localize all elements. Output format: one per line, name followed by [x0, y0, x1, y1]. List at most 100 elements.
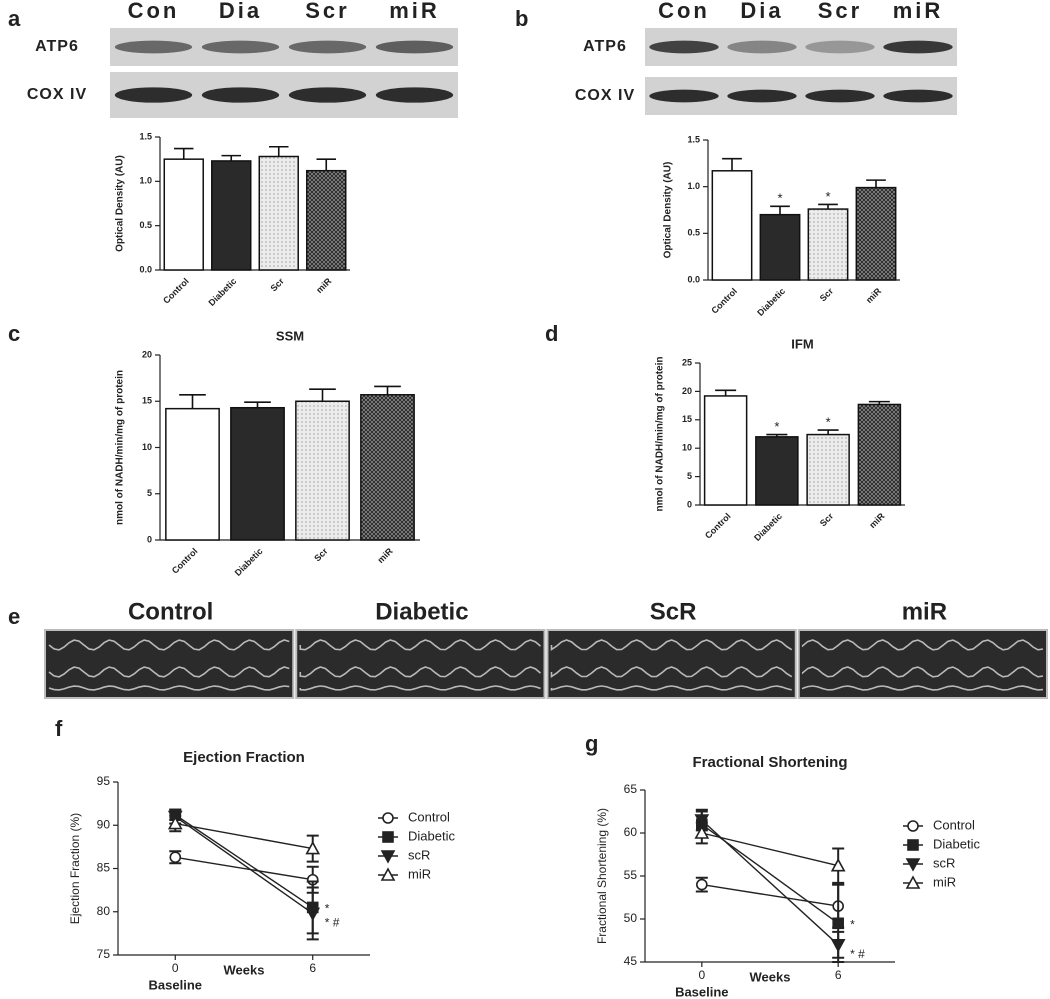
bar — [258, 155, 299, 271]
blot-band — [375, 87, 454, 103]
significance-mark: * — [825, 189, 830, 204]
y-tick-label: 80 — [97, 904, 111, 918]
significance-mark: * — [325, 902, 330, 916]
x-tick-label: Control — [170, 546, 200, 576]
significance-mark: * — [777, 191, 782, 206]
blot-band — [805, 89, 875, 103]
echo-trace — [801, 666, 1044, 678]
legend-label: miR — [933, 874, 956, 889]
y-tick-label: 25 — [682, 357, 692, 367]
panel-label: a — [8, 6, 21, 31]
y-tick-label: 1.5 — [139, 131, 152, 141]
series-line — [174, 814, 314, 909]
data-point — [169, 851, 182, 864]
significance-mark: * — [774, 419, 779, 434]
series-line — [175, 856, 313, 881]
x-tick-label: 6 — [309, 961, 316, 975]
echo-label: ScR — [650, 598, 697, 625]
legend-label: scR — [933, 855, 955, 870]
error-bar — [817, 429, 839, 435]
echo-label: Diabetic — [375, 598, 468, 625]
significance-mark: * — [826, 414, 831, 429]
x-tick-label: Scr — [269, 276, 287, 294]
x-tick-label: Diabetic — [233, 546, 265, 578]
error-bar — [374, 385, 401, 395]
y-axis-label: nmol of NADH/min/mg of protein — [115, 370, 126, 525]
row-label: COX IV — [575, 87, 635, 104]
blot-band — [201, 40, 280, 54]
y-tick-label: 15 — [142, 396, 152, 406]
series-line — [701, 819, 839, 946]
lane-label: Dia — [740, 0, 783, 23]
echo-trace — [550, 666, 793, 679]
y-tick-label: 10 — [682, 443, 692, 453]
y-tick-label: 10 — [142, 442, 152, 452]
y-tick-label: 60 — [624, 825, 638, 839]
panel-label: b — [515, 6, 528, 31]
blot-band — [883, 89, 953, 103]
blot-band — [114, 40, 193, 54]
row-label: ATP6 — [583, 38, 627, 55]
data-point — [830, 939, 846, 953]
legend-marker — [905, 875, 921, 889]
echo-trace — [299, 666, 542, 678]
lane-label: miR — [389, 0, 440, 23]
blot-band — [727, 40, 797, 54]
legend-marker — [380, 850, 396, 864]
y-axis-label: nmol of NADH/min/mg of protein — [655, 357, 666, 512]
panel-label: g — [585, 731, 598, 756]
y-tick-label: 20 — [142, 349, 152, 359]
x-tick-label: miR — [864, 286, 883, 305]
series-line — [175, 822, 313, 850]
x-tick-label: Scr — [312, 546, 330, 564]
x-tick-label: Control — [161, 276, 191, 306]
x-tick-label: 0 — [698, 968, 705, 982]
y-axis-label: Fractional Shortening (%) — [595, 808, 609, 944]
x-tick-label: 6 — [835, 968, 842, 982]
bar — [703, 395, 748, 506]
legend-marker — [905, 858, 921, 872]
panel-label: f — [55, 716, 63, 741]
y-tick-label: 0 — [147, 534, 152, 544]
chart-title: Ejection Fraction — [183, 749, 305, 766]
x-axis-label: Weeks — [224, 962, 265, 977]
y-tick-label: 0.0 — [687, 274, 700, 284]
data-point — [830, 858, 846, 872]
lane-label: Scr — [818, 0, 862, 23]
legend-label: miR — [408, 866, 431, 881]
bar — [295, 400, 350, 541]
error-bar — [818, 203, 838, 210]
echo-label: miR — [902, 598, 947, 625]
blot-band — [375, 40, 454, 54]
x-tick-label: Diabetic — [755, 286, 787, 318]
chart-title: SSM — [276, 328, 304, 343]
x-tick-label: Diabetic — [207, 276, 239, 308]
legend-label: Control — [933, 817, 975, 832]
echo-trace — [550, 685, 792, 691]
error-bar — [316, 158, 336, 171]
lane-label: miR — [893, 0, 944, 23]
y-tick-label: 0.0 — [139, 264, 152, 274]
y-tick-label: 0.5 — [139, 220, 152, 230]
y-tick-label: 5 — [687, 471, 692, 481]
bar — [855, 186, 897, 281]
series-line — [701, 832, 839, 867]
x-tick-label: Control — [703, 511, 733, 541]
panel-label: c — [8, 321, 20, 346]
bar — [163, 158, 204, 271]
y-tick-label: 50 — [624, 911, 638, 925]
data-point — [694, 825, 710, 839]
error-bar — [722, 157, 742, 171]
x-tick-label: Diabetic — [752, 511, 784, 543]
bar — [306, 169, 347, 271]
y-tick-label: 90 — [97, 817, 111, 831]
y-axis-label: Optical Density (AU) — [663, 162, 674, 259]
legend-marker — [382, 831, 394, 843]
blot-band — [649, 40, 719, 54]
echo-label: Control — [128, 598, 213, 625]
row-label: COX IV — [27, 86, 87, 103]
row-label: ATP6 — [35, 38, 79, 55]
error-bar — [770, 205, 790, 215]
bar — [807, 208, 849, 281]
y-tick-label: 85 — [97, 861, 111, 875]
